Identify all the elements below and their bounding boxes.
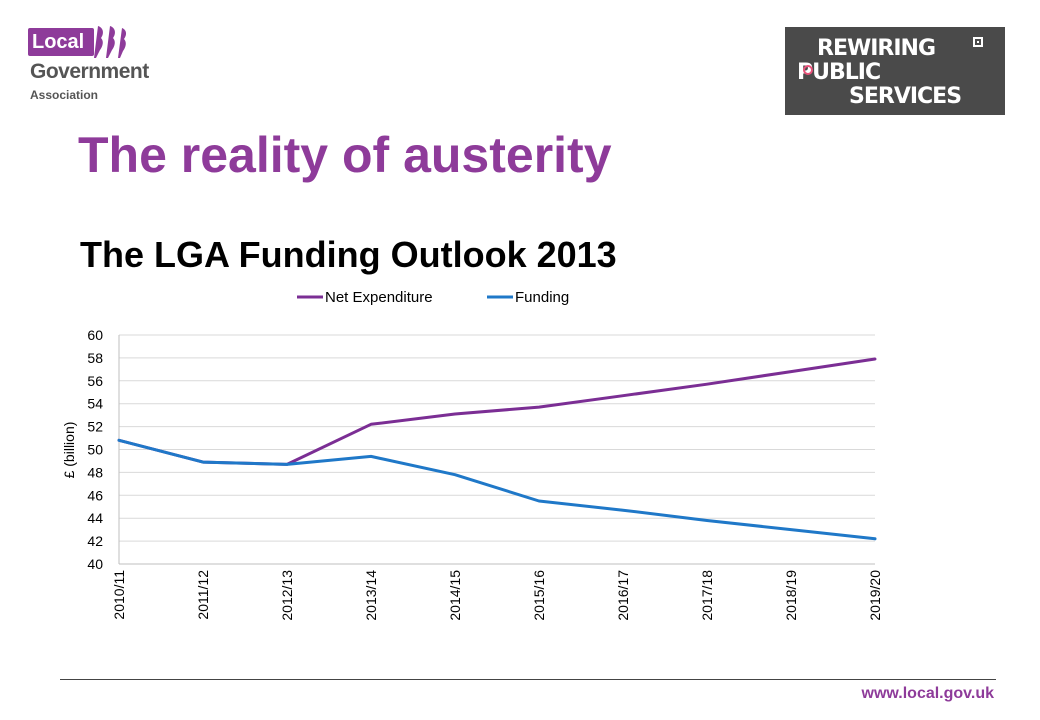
x-tick-label: 2018/19 [783, 570, 799, 621]
lga-logo-association-word: Association [30, 88, 99, 102]
y-tick-label: 54 [87, 396, 103, 412]
slide-title: The reality of austerity [78, 127, 612, 183]
y-tick-label: 46 [87, 487, 103, 503]
y-tick-label: 40 [87, 556, 103, 572]
series-line-net-expenditure [117, 357, 877, 466]
x-tick-label: 2012/13 [279, 570, 295, 621]
y-tick-label: 58 [87, 350, 103, 366]
x-tick-label: 2011/12 [195, 570, 211, 620]
x-tick-label: 2013/14 [363, 570, 379, 621]
footer-divider [60, 679, 996, 680]
faces-silhouette-icon [94, 26, 127, 58]
x-tick-label: 2014/15 [447, 570, 463, 621]
series-line-funding [117, 438, 877, 541]
x-tick-label: 2017/18 [699, 570, 715, 621]
x-tick-label: 2019/20 [867, 570, 883, 621]
lga-logo-government-word: Government [30, 60, 149, 83]
rps-logo-line1: REWIRING [817, 36, 936, 61]
y-tick-label: 44 [87, 510, 103, 526]
x-tick-label: 2015/16 [531, 570, 547, 621]
y-tick-label: 42 [87, 533, 103, 549]
lga-logo: Local Government Association [28, 24, 168, 108]
y-axis-label: £ (billion) [61, 422, 77, 479]
x-tick-label: 2016/17 [615, 570, 631, 621]
y-tick-label: 56 [87, 373, 103, 389]
lga-logo-local-word: Local [28, 28, 94, 56]
legend-label: Net Expenditure [325, 289, 433, 306]
rps-logo-line3: SERVICES [849, 84, 962, 109]
y-tick-label: 52 [87, 419, 103, 435]
y-tick-label: 50 [87, 442, 103, 458]
power-icon [803, 65, 813, 75]
y-tick-label: 48 [87, 464, 103, 480]
footer-url-link[interactable]: www.local.gov.uk [861, 685, 994, 702]
legend-label: Funding [515, 289, 569, 306]
square-icon [973, 37, 983, 47]
x-tick-label: 2010/11 [111, 570, 127, 620]
y-tick-label: 60 [87, 327, 103, 343]
slide-subtitle: The LGA Funding Outlook 2013 [80, 234, 617, 275]
rewiring-public-services-logo: REWIRING PUBLIC SERVICES [785, 27, 1005, 115]
